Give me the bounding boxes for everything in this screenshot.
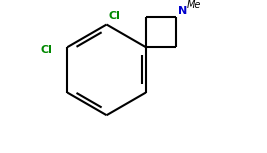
Text: Cl: Cl bbox=[41, 45, 53, 55]
Text: Me: Me bbox=[186, 0, 201, 10]
Text: N: N bbox=[178, 6, 187, 16]
Text: Cl: Cl bbox=[108, 11, 120, 21]
